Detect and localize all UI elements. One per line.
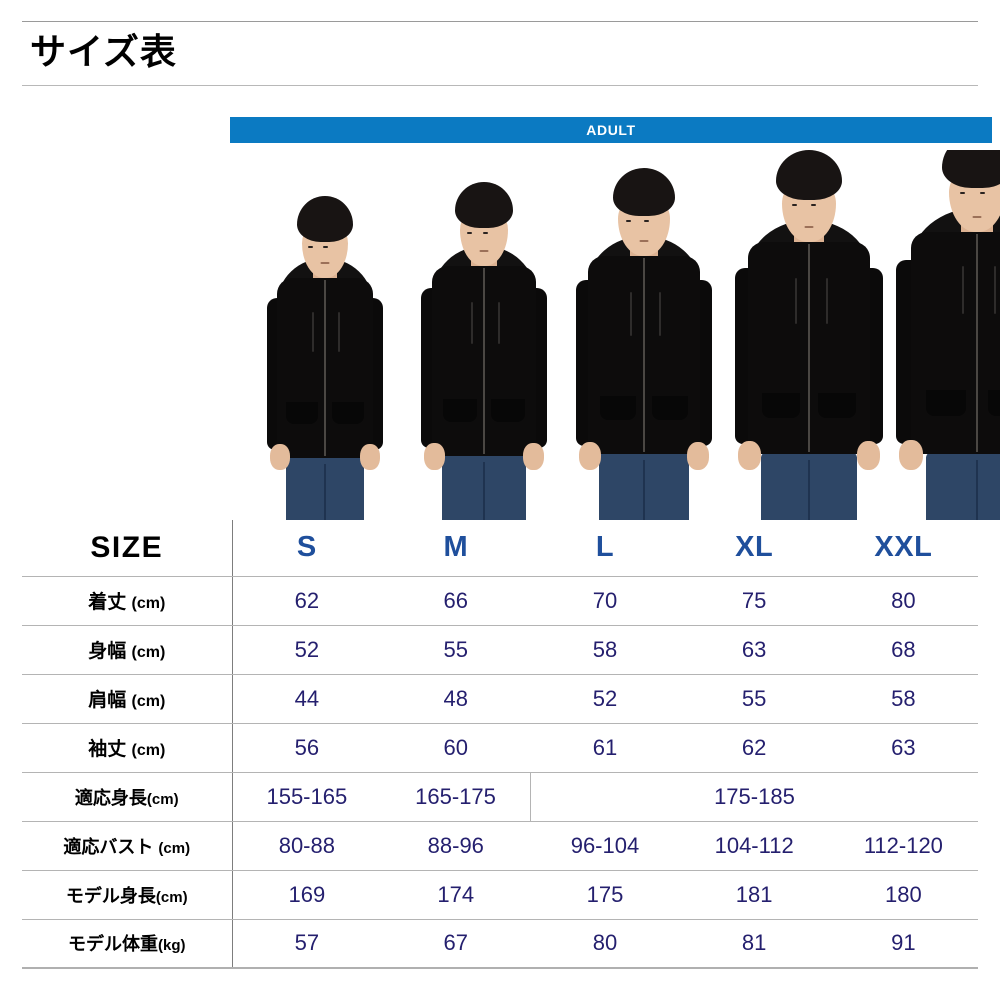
- cell-body-length-xxl: 80: [828, 576, 978, 626]
- table-row-chest-width: 身幅 (cm) 52 55 58 63 68: [22, 625, 978, 675]
- cell-fit-height-s: 155-165: [232, 772, 382, 822]
- table-row-model-height: モデル身長(cm) 169 174 175 181 180: [22, 870, 978, 920]
- cell-shoulder-width-m: 48: [381, 674, 531, 724]
- cell-shoulder-width-xxl: 58: [828, 674, 978, 724]
- table-row-fit-height: 適応身長(cm) 155-165 165-175 175-185: [22, 772, 978, 822]
- cell-fit-bust-l: 96-104: [530, 821, 680, 871]
- header-size-xxl: XXL: [828, 520, 978, 577]
- adult-banner-label: ADULT: [586, 122, 636, 138]
- header-size-l: L: [530, 520, 680, 577]
- row-label-text: 着丈: [88, 592, 127, 613]
- row-label-unit: (cm): [131, 693, 166, 710]
- cell-sleeve-length-s: 56: [232, 723, 382, 773]
- cell-body-length-s: 62: [232, 576, 382, 626]
- cell-shoulder-width-l: 52: [530, 674, 680, 724]
- table-row-body-length: 着丈 (cm) 62 66 70 75 80: [22, 576, 978, 626]
- row-label-text: 適応身長: [74, 787, 147, 808]
- cell-shoulder-width-s: 44: [232, 674, 382, 724]
- page-title: サイズ表: [30, 31, 177, 72]
- cell-body-length-m: 66: [381, 576, 531, 626]
- row-label-sleeve-length: 袖丈 (cm): [22, 723, 233, 773]
- row-label-unit: (cm): [155, 888, 188, 906]
- row-label-body-length: 着丈 (cm): [22, 576, 233, 626]
- cell-fit-bust-xl: 104-112: [679, 821, 829, 871]
- header-size-m: M: [381, 520, 531, 577]
- cell-shoulder-width-xl: 55: [679, 674, 829, 724]
- model-photo-l: [560, 150, 728, 520]
- header-size-s: S: [232, 520, 382, 577]
- cell-model-height-xl: 181: [679, 870, 829, 920]
- header-size-xl: XL: [679, 520, 829, 577]
- cell-model-weight-xxl: 91: [828, 919, 978, 969]
- row-label-unit: (kg): [158, 937, 186, 955]
- row-label-unit: (cm): [146, 790, 179, 808]
- header-size-label: SIZE: [22, 520, 233, 577]
- row-label-fit-height: 適応身長(cm): [22, 772, 233, 822]
- cell-model-height-m: 174: [381, 870, 531, 920]
- cell-model-height-s: 169: [232, 870, 382, 920]
- adult-banner: ADULT: [230, 117, 992, 143]
- table-row-shoulder-width: 肩幅 (cm) 44 48 52 55 58: [22, 674, 978, 724]
- row-label-text: 身幅: [88, 641, 127, 662]
- cell-body-length-xl: 75: [679, 576, 829, 626]
- row-label-unit: (cm): [131, 742, 166, 759]
- cell-model-weight-xl: 81: [679, 919, 829, 969]
- model-photo-xl: [720, 150, 898, 520]
- model-photo-m: [405, 152, 563, 520]
- row-label-text: 袖丈: [88, 739, 127, 760]
- cell-model-height-l: 175: [530, 870, 680, 920]
- cell-fit-bust-xxl: 112-120: [828, 821, 978, 871]
- cell-fit-bust-s: 80-88: [232, 821, 382, 871]
- row-label-shoulder-width: 肩幅 (cm): [22, 674, 233, 724]
- row-label-model-height: モデル身長(cm): [22, 870, 233, 920]
- row-label-text: モデル身長: [65, 885, 156, 906]
- cell-fit-height-l-xl-xxl: 175-185: [529, 772, 978, 822]
- cell-chest-width-m: 55: [381, 625, 531, 675]
- row-label-unit: (cm): [158, 839, 191, 857]
- table-row-fit-bust: 適応バスト (cm) 80-88 88-96 96-104 104-112 11…: [22, 821, 978, 871]
- cell-fit-bust-m: 88-96: [381, 821, 531, 871]
- model-photo-xxl: [882, 150, 1000, 520]
- cell-sleeve-length-xxl: 63: [828, 723, 978, 773]
- title-block: サイズ表: [22, 21, 978, 86]
- cell-model-weight-m: 67: [381, 919, 531, 969]
- row-label-fit-bust: 適応バスト (cm): [22, 821, 233, 871]
- cell-fit-height-m: 165-175: [381, 772, 531, 822]
- row-label-unit: (cm): [131, 644, 166, 661]
- cell-sleeve-length-l: 61: [530, 723, 680, 773]
- cell-chest-width-s: 52: [232, 625, 382, 675]
- model-photo-s: [250, 168, 400, 520]
- row-label-model-weight: モデル体重(kg): [22, 919, 233, 969]
- cell-chest-width-xl: 63: [679, 625, 829, 675]
- row-label-unit: (cm): [131, 595, 166, 612]
- size-table: SIZE S M L XL XXL 着丈 (cm) 62 66 70 75 80…: [22, 520, 978, 969]
- row-label-text: 適応バスト: [63, 836, 154, 857]
- cell-body-length-l: 70: [530, 576, 680, 626]
- table-header-row: SIZE S M L XL XXL: [22, 520, 978, 577]
- cell-model-weight-s: 57: [232, 919, 382, 969]
- row-label-chest-width: 身幅 (cm): [22, 625, 233, 675]
- model-photo-strip: [230, 150, 1000, 520]
- cell-chest-width-l: 58: [530, 625, 680, 675]
- cell-sleeve-length-m: 60: [381, 723, 531, 773]
- cell-model-weight-l: 80: [530, 919, 680, 969]
- row-label-text: モデル体重: [68, 934, 158, 955]
- table-row-model-weight: モデル体重(kg) 57 67 80 81 91: [22, 919, 978, 969]
- cell-sleeve-length-xl: 62: [679, 723, 829, 773]
- table-row-sleeve-length: 袖丈 (cm) 56 60 61 62 63: [22, 723, 978, 773]
- cell-chest-width-xxl: 68: [828, 625, 978, 675]
- row-label-text: 肩幅: [88, 690, 127, 711]
- cell-model-height-xxl: 180: [828, 870, 978, 920]
